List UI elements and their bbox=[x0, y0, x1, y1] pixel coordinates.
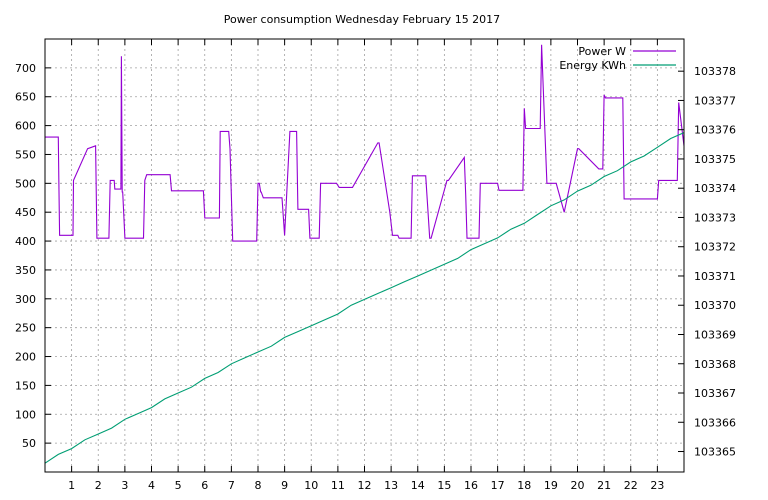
x-tick-label: 2 bbox=[95, 479, 102, 492]
y-tick-label: 400 bbox=[15, 235, 36, 248]
y2-tick-label: 103377 bbox=[694, 94, 736, 107]
y-tick-label: 200 bbox=[15, 351, 36, 364]
x-tick-label: 15 bbox=[437, 479, 451, 492]
y2-tick-label: 103378 bbox=[694, 65, 736, 78]
y2-tick-label: 103368 bbox=[694, 358, 736, 371]
y2-tick-label: 103365 bbox=[694, 446, 736, 459]
y-tick-label: 600 bbox=[15, 120, 36, 133]
x-tick-label: 23 bbox=[650, 479, 664, 492]
y2-tick-label: 103373 bbox=[694, 211, 736, 224]
y2-tick-label: 103376 bbox=[694, 124, 736, 137]
legend-label-energy: Energy KWh bbox=[559, 59, 626, 72]
x-tick-label: 17 bbox=[491, 479, 505, 492]
x-tick-label: 16 bbox=[464, 479, 478, 492]
x-tick-label: 8 bbox=[255, 479, 262, 492]
x-tick-label: 6 bbox=[201, 479, 208, 492]
x-tick-label: 11 bbox=[331, 479, 345, 492]
x-tick-label: 12 bbox=[358, 479, 372, 492]
y2-tick-label: 103367 bbox=[694, 387, 736, 400]
series-line-power bbox=[45, 44, 685, 242]
legend: Power W Energy KWh bbox=[559, 45, 676, 72]
y-tick-label: 100 bbox=[15, 408, 36, 421]
y-tick-label: 50 bbox=[22, 437, 36, 450]
x-tick-label: 21 bbox=[597, 479, 611, 492]
y-tick-label: 700 bbox=[15, 62, 36, 75]
y-tick-label: 150 bbox=[15, 379, 36, 392]
x-tick-label: 14 bbox=[411, 479, 425, 492]
y2-tick-label: 103375 bbox=[694, 153, 736, 166]
y2-tick-label: 103374 bbox=[694, 182, 736, 195]
series-lines bbox=[44, 44, 685, 464]
y2-tick-label: 103366 bbox=[694, 416, 736, 429]
x-tick-label: 5 bbox=[175, 479, 182, 492]
x-tick-label: 3 bbox=[121, 479, 128, 492]
y-tick-label: 650 bbox=[15, 91, 36, 104]
series-line-energy bbox=[44, 132, 685, 464]
x-tick-label: 7 bbox=[228, 479, 235, 492]
grid-lines bbox=[45, 39, 684, 472]
y2-tick-label: 103371 bbox=[694, 270, 736, 283]
x-tick-label: 13 bbox=[384, 479, 398, 492]
y-tick-label: 550 bbox=[15, 148, 36, 161]
y-tick-label: 250 bbox=[15, 322, 36, 335]
axis-ticks: 1 2 3 4 5 6 7 8 9 10 11 12 13 14 15 16 17 18 19 20 21 22 23501… bbox=[15, 39, 736, 492]
x-tick-label: 9 bbox=[281, 479, 288, 492]
x-tick-label: 18 bbox=[517, 479, 531, 492]
x-tick-label: 10 bbox=[304, 479, 318, 492]
y-tick-label: 300 bbox=[15, 293, 36, 306]
chart-title: Power consumption Wednesday February 15 … bbox=[224, 13, 500, 26]
y-tick-label: 500 bbox=[15, 177, 36, 190]
y2-tick-label: 103372 bbox=[694, 241, 736, 254]
x-tick-label: 20 bbox=[571, 479, 585, 492]
x-tick-label: 19 bbox=[544, 479, 558, 492]
legend-label-power: Power W bbox=[578, 45, 626, 58]
y2-tick-label: 103369 bbox=[694, 328, 736, 341]
x-tick-label: 22 bbox=[624, 479, 638, 492]
y-tick-label: 450 bbox=[15, 206, 36, 219]
y2-tick-label: 103370 bbox=[694, 299, 736, 312]
x-tick-label: 4 bbox=[148, 479, 155, 492]
y-tick-label: 350 bbox=[15, 264, 36, 277]
x-tick-label: 1 bbox=[68, 479, 75, 492]
